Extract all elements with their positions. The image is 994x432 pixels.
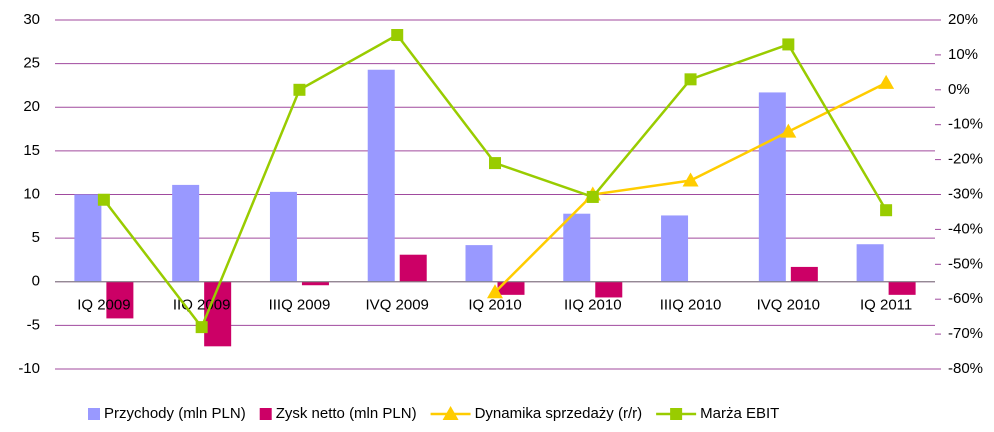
x-tick-label: IVQ 2010 [757,297,820,314]
y-tick-label: 0 [32,273,40,290]
x-tick-label: IIIQ 2009 [269,297,331,314]
bar [204,281,232,347]
legend-label: Przychody (mln PLN) [104,405,246,422]
y2-tick-label: -70% [948,325,983,342]
y-tick-label: 15 [23,142,40,159]
line-marker [97,193,110,206]
bar [172,184,200,282]
y2-tick-label: 10% [948,46,978,63]
y2-tick-label: -80% [948,360,983,377]
legend-label: Marża EBIT [700,405,779,422]
y2-tick-label: -50% [948,255,983,272]
bar [856,244,884,282]
line-marker [293,83,306,96]
y2-tick-label: -40% [948,220,983,237]
legend-swatch [259,408,272,420]
bar [465,245,493,282]
bar [106,281,134,319]
x-tick-label: IIIQ 2010 [660,297,722,314]
y2-tick-label: -60% [948,290,983,307]
y2-tick-label: 20% [948,11,978,28]
bar [758,92,786,282]
line-marker [487,284,503,299]
bar [595,281,623,298]
line-marker [878,74,895,89]
bar [790,266,818,282]
line-marker [195,321,208,334]
x-tick-label: IVQ 2009 [366,297,429,314]
line-marker [880,204,893,217]
x-tick-label: IIQ 2010 [564,297,622,314]
x-tick-label: IQ 2011 [860,297,912,314]
bar [301,281,329,286]
bar [399,254,427,282]
bar [563,213,591,282]
y-tick-label: 25 [23,55,40,72]
y-tick-label: 30 [23,11,40,28]
legend-label: Zysk netto (mln PLN) [276,405,417,422]
bar [888,281,916,295]
bar [661,215,689,282]
y2-tick-label: -10% [948,116,983,133]
y-tick-label: 10 [23,185,40,202]
bar [497,281,525,295]
y2-tick-label: -30% [948,185,983,202]
line-marker [391,29,404,42]
line-marker [586,190,599,203]
line-marker [489,157,501,170]
y-tick-label: -5 [27,316,40,333]
legend-label: Dynamika sprzedaży (r/r) [475,405,643,422]
legend-swatch [88,408,100,420]
y2-tick-label: 0% [948,81,970,98]
y-tick-label: -10 [18,360,40,377]
line-marker [782,38,795,51]
y-tick-label: 5 [32,229,40,246]
bar [74,194,102,282]
y2-tick-label: -20% [948,151,983,168]
legend-marker [442,406,459,420]
legend-marker [670,408,683,420]
x-tick-label: IQ 2009 [77,297,130,314]
y-tick-label: 20 [23,98,40,115]
line-marker [684,73,697,86]
line [494,81,887,294]
line-marker [682,172,699,187]
bar [269,191,297,282]
line-marker [780,123,797,138]
x-tick-label: IQ 2010 [468,297,521,314]
bar [367,69,395,282]
